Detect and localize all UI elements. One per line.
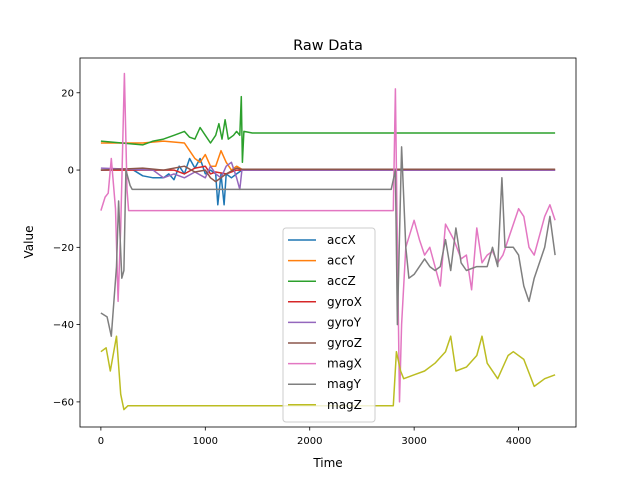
- plot-frame: [79, 57, 577, 428]
- series-line-accX: [100, 157, 556, 206]
- series-line-magY: [100, 146, 556, 337]
- x-tick-label: 3000: [401, 436, 426, 447]
- series-line-gyroY: [100, 161, 556, 191]
- x-tick-label: 2000: [297, 436, 322, 447]
- legend-label-accY: accY: [327, 254, 356, 268]
- chart-title: Raw Data: [293, 38, 363, 54]
- x-axis-label: Time: [312, 456, 342, 470]
- legend-label-gyroX: gyroX: [327, 295, 362, 309]
- series-line-magX: [100, 72, 556, 403]
- legend-label-accX: accX: [327, 233, 356, 247]
- legend-label-magX: magX: [327, 357, 362, 371]
- y-tick-label: 20: [61, 88, 74, 99]
- y-tick-label: 0: [68, 166, 74, 177]
- series-line-gyroZ: [100, 165, 556, 183]
- y-axis-label: Value: [22, 226, 36, 259]
- series-line-magZ: [100, 335, 556, 411]
- series-line-gyroX: [100, 165, 556, 175]
- series-line-accZ: [100, 95, 556, 164]
- legend-label-gyroZ: gyroZ: [327, 336, 362, 350]
- y-tick-label: −20: [53, 243, 74, 254]
- legend-label-magZ: magZ: [327, 398, 362, 412]
- legend-label-magY: magY: [327, 377, 362, 391]
- x-tick-label: 4000: [506, 436, 531, 447]
- legend-label-accZ: accZ: [327, 274, 356, 288]
- y-tick-label: −40: [53, 320, 74, 331]
- y-tick-label: −60: [53, 397, 74, 408]
- legend: accX accY accZ gyroX gyroY gyroZ magX magY magZ: [282, 227, 376, 423]
- series-line-accY: [100, 140, 556, 171]
- legend-box: [282, 227, 376, 423]
- x-tick-label: 1000: [193, 436, 218, 447]
- x-tick-label: 0: [98, 436, 104, 447]
- legend-label-gyroY: gyroY: [327, 315, 362, 329]
